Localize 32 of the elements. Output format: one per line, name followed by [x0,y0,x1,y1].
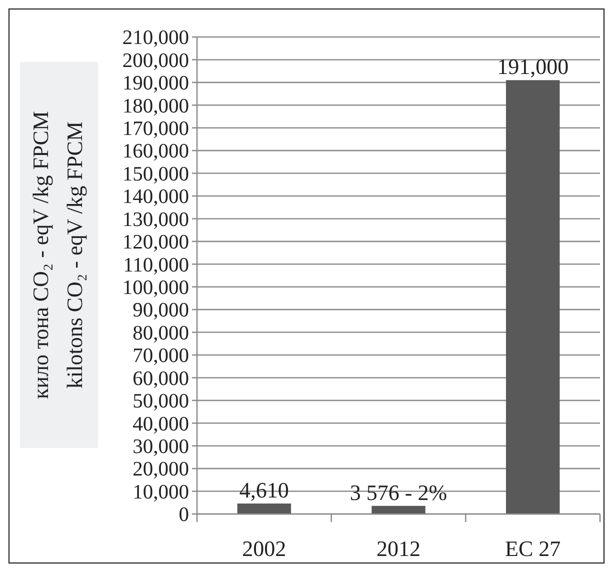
x-tick-label: 2002 [242,536,286,561]
y-axis-title: кило тона CO₂ - eqV /kg FPCM kilotons CO₂ - eqV /kg FPCM [28,111,87,399]
y-tick-label: 60,000 [132,368,189,390]
y-tick-label: 210,000 [122,27,189,50]
y-tick-label: 0 [178,504,189,526]
data-label: 3 576 - 2% [350,480,448,505]
y-tick-label: 180,000 [122,95,189,118]
y-tick-label: 130,000 [122,208,189,231]
y-tick-label: 20,000 [132,458,189,481]
y-tick-label: 150,000 [122,163,189,186]
y-tick-label: 40,000 [132,413,189,436]
x-tick-label: 2012 [376,536,420,561]
y-tick-label: 80,000 [132,322,189,344]
y-tick-label: 200,000 [122,50,189,72]
y-tick-label: 50,000 [132,390,189,413]
y-tick-label: 140,000 [122,186,189,208]
bar [506,80,560,514]
data-label: 4,610 [239,478,289,503]
y-tick-label: 10,000 [132,481,189,504]
y-tick-label: 100,000 [122,277,189,300]
y-tick-label: 120,000 [122,232,189,254]
y-tick-label: 110,000 [123,254,189,276]
y-tick-label: 160,000 [122,140,189,163]
y-tick-label: 190,000 [122,72,189,95]
y-tick-label: 90,000 [132,300,189,322]
data-label: 191,000 [497,54,569,80]
y-tick-label: 170,000 [122,118,189,140]
x-tick-label: EC 27 [505,536,561,561]
bar [372,506,426,514]
bar [237,504,292,514]
y-tick-label: 70,000 [132,345,189,368]
y-tick-label: 30,000 [132,436,189,458]
